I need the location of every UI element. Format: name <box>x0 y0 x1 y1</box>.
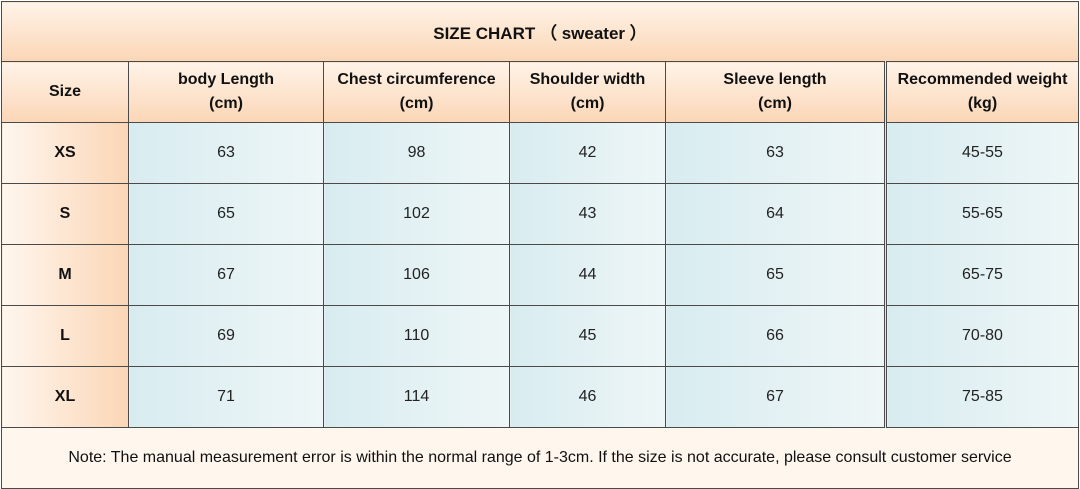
header-unit: (cm) <box>570 95 605 112</box>
size-label: XS <box>1 122 129 184</box>
header-unit: (cm) <box>209 95 243 112</box>
weight-value: 55-65 <box>884 183 1079 245</box>
body-length-value: 71 <box>128 366 324 428</box>
measurement-note: Note: The manual measurement error is wi… <box>1 427 1079 489</box>
body-length-value: 69 <box>128 305 324 367</box>
table-row: L 69 110 45 66 70-80 <box>1 305 1079 367</box>
header-label: Size <box>48 83 81 100</box>
header-row: Size body Length (cm) Chest circumferenc… <box>1 61 1079 123</box>
header-shoulder: Shoulder width (cm) <box>509 61 666 123</box>
header-unit: (cm) <box>758 95 792 112</box>
sleeve-value: 65 <box>665 244 886 306</box>
body-length-value: 67 <box>128 244 324 306</box>
sleeve-value: 66 <box>665 305 886 367</box>
header-size: Size <box>1 61 129 123</box>
chest-value: 106 <box>323 244 510 306</box>
shoulder-value: 46 <box>509 366 666 428</box>
chest-value: 114 <box>323 366 510 428</box>
header-body-length: body Length (cm) <box>128 61 324 123</box>
size-label: XL <box>1 366 129 428</box>
table-row: XL 71 114 46 67 75-85 <box>1 366 1079 428</box>
table-row: S 65 102 43 64 55-65 <box>1 183 1079 245</box>
sleeve-value: 67 <box>665 366 886 428</box>
header-label: Chest circumference <box>337 71 496 88</box>
weight-value: 70-80 <box>884 305 1079 367</box>
chest-value: 110 <box>323 305 510 367</box>
header-label: body Length <box>178 71 274 88</box>
body-length-value: 65 <box>128 183 324 245</box>
header-label: Recommended weight <box>897 71 1068 88</box>
header-weight: Recommended weight (kg) <box>884 61 1079 123</box>
chart-title: SIZE CHART （ sweater ） <box>1 1 1079 62</box>
header-unit: (kg) <box>967 95 998 112</box>
table-row: XS 63 98 42 63 45-55 <box>1 122 1079 184</box>
table-row: M 67 106 44 65 65-75 <box>1 244 1079 306</box>
header-sleeve: Sleeve length (cm) <box>665 61 886 123</box>
header-label: Shoulder width <box>529 71 646 88</box>
shoulder-value: 42 <box>509 122 666 184</box>
sleeve-value: 64 <box>665 183 886 245</box>
note-row: Note: The manual measurement error is wi… <box>1 427 1079 489</box>
chest-value: 102 <box>323 183 510 245</box>
title-row: SIZE CHART （ sweater ） <box>1 1 1079 62</box>
size-label: L <box>1 305 129 367</box>
weight-value: 75-85 <box>884 366 1079 428</box>
chest-value: 98 <box>323 122 510 184</box>
header-unit: (cm) <box>399 95 434 112</box>
shoulder-value: 43 <box>509 183 666 245</box>
weight-value: 65-75 <box>884 244 1079 306</box>
shoulder-value: 45 <box>509 305 666 367</box>
body-length-value: 63 <box>128 122 324 184</box>
weight-value: 45-55 <box>884 122 1079 184</box>
sleeve-value: 63 <box>665 122 886 184</box>
header-chest: Chest circumference (cm) <box>323 61 510 123</box>
size-label: M <box>1 244 129 306</box>
header-label: Sleeve length <box>723 71 827 88</box>
shoulder-value: 44 <box>509 244 666 306</box>
size-label: S <box>1 183 129 245</box>
